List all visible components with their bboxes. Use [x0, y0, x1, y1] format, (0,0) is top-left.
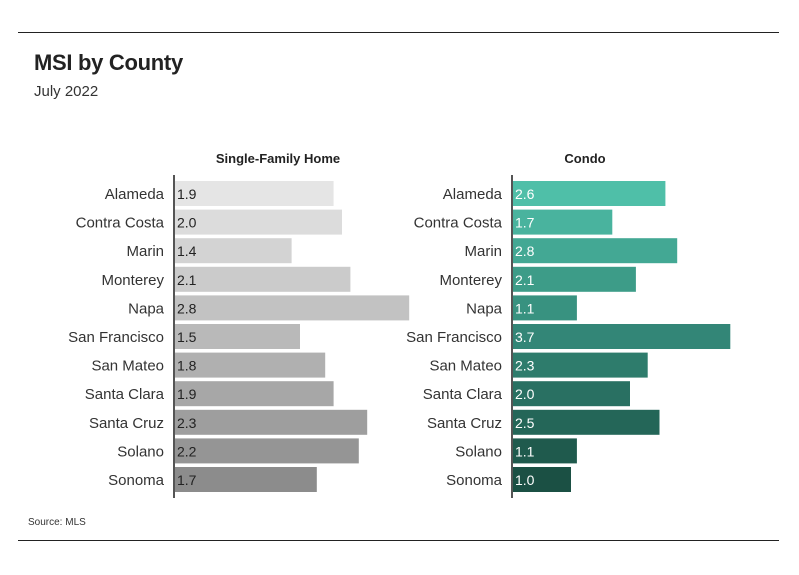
sfh-value-label: 2.3: [177, 415, 197, 431]
sfh-category-label: San Francisco: [68, 329, 164, 346]
condo-value-label: 3.7: [515, 329, 535, 345]
condo-bar: [512, 209, 613, 235]
condo-category-label: Alameda: [443, 186, 503, 203]
sfh-category-label: Sonoma: [108, 472, 165, 489]
sfh-bar: [174, 467, 317, 492]
condo-bar: [512, 409, 660, 435]
condo-category-label: San Francisco: [406, 329, 502, 346]
condo-bar: [512, 438, 577, 464]
condo-bar: [512, 181, 666, 206]
sfh-bar: [174, 381, 334, 407]
condo-value-label: 2.6: [515, 186, 535, 202]
condo-value-label: 2.1: [515, 272, 535, 288]
sfh-value-label: 1.9: [177, 386, 197, 402]
condo-bar: [512, 467, 571, 492]
condo-category-label: Napa: [466, 300, 503, 317]
sfh-value-label: 2.2: [177, 443, 197, 459]
sfh-bar: [174, 238, 292, 264]
sfh-value-label: 1.9: [177, 186, 197, 202]
top-rule: [18, 32, 779, 33]
condo-value-label: 2.5: [515, 415, 535, 431]
condo-category-label: Monterey: [439, 272, 502, 289]
sfh-category-label: San Mateo: [91, 358, 164, 375]
condo-category-label: Contra Costa: [414, 215, 503, 232]
sfh-panel: Single-Family Home Alameda 1.9 Contra Costa…: [68, 151, 410, 498]
sfh-bar: [174, 438, 359, 464]
condo-panel-title: Condo: [564, 151, 605, 166]
source-note: Source: MLS: [28, 517, 86, 528]
condo-value-label: 1.0: [515, 472, 535, 488]
sfh-bar: [174, 409, 368, 435]
condo-bar: [512, 381, 630, 407]
condo-category-label: Marin: [464, 243, 502, 260]
condo-category-label: San Mateo: [429, 358, 502, 375]
sfh-value-label: 1.7: [177, 472, 197, 488]
sfh-value-label: 2.1: [177, 272, 197, 288]
sfh-bar: [174, 352, 326, 378]
condo-category-label: Solano: [455, 443, 502, 460]
sfh-bar: [174, 181, 334, 206]
sfh-bar: [174, 324, 300, 349]
condo-bar: [512, 295, 577, 321]
condo-bar: [512, 238, 678, 264]
condo-value-label: 2.0: [515, 386, 535, 402]
sfh-bar: [174, 295, 410, 321]
sfh-value-label: 2.8: [177, 300, 197, 316]
condo-category-label: Sonoma: [446, 472, 503, 489]
condo-value-label: 2.3: [515, 358, 535, 374]
sfh-value-label: 2.0: [177, 215, 197, 231]
condo-bar: [512, 324, 731, 349]
sfh-value-label: 1.5: [177, 329, 197, 345]
sfh-category-label: Monterey: [101, 272, 164, 289]
bottom-rule: [18, 540, 779, 541]
sfh-category-label: Napa: [128, 300, 165, 317]
sfh-bar: [174, 209, 342, 235]
condo-value-label: 1.7: [515, 215, 535, 231]
condo-bar: [512, 266, 636, 292]
condo-category-label: Santa Cruz: [427, 415, 502, 432]
sfh-category-label: Santa Clara: [85, 386, 165, 403]
sfh-value-label: 1.4: [177, 243, 197, 259]
chart-title: MSI by County: [34, 50, 183, 75]
condo-bar: [512, 352, 648, 378]
sfh-category-label: Marin: [126, 243, 164, 260]
sfh-category-label: Alameda: [105, 186, 165, 203]
sfh-panel-title: Single-Family Home: [216, 151, 340, 166]
sfh-bar: [174, 266, 351, 292]
condo-category-label: Santa Clara: [423, 386, 503, 403]
chart-subtitle: July 2022: [34, 83, 99, 100]
sfh-value-label: 1.8: [177, 358, 197, 374]
sfh-category-label: Contra Costa: [76, 215, 165, 232]
condo-value-label: 1.1: [515, 443, 535, 459]
sfh-category-label: Santa Cruz: [89, 415, 164, 432]
sfh-category-label: Solano: [117, 443, 164, 460]
condo-value-label: 1.1: [515, 300, 535, 316]
condo-panel: Condo Alameda 2.6 Contra Costa 1.7 Marin 2.8 Mo…: [406, 151, 731, 498]
condo-value-label: 2.8: [515, 243, 535, 259]
